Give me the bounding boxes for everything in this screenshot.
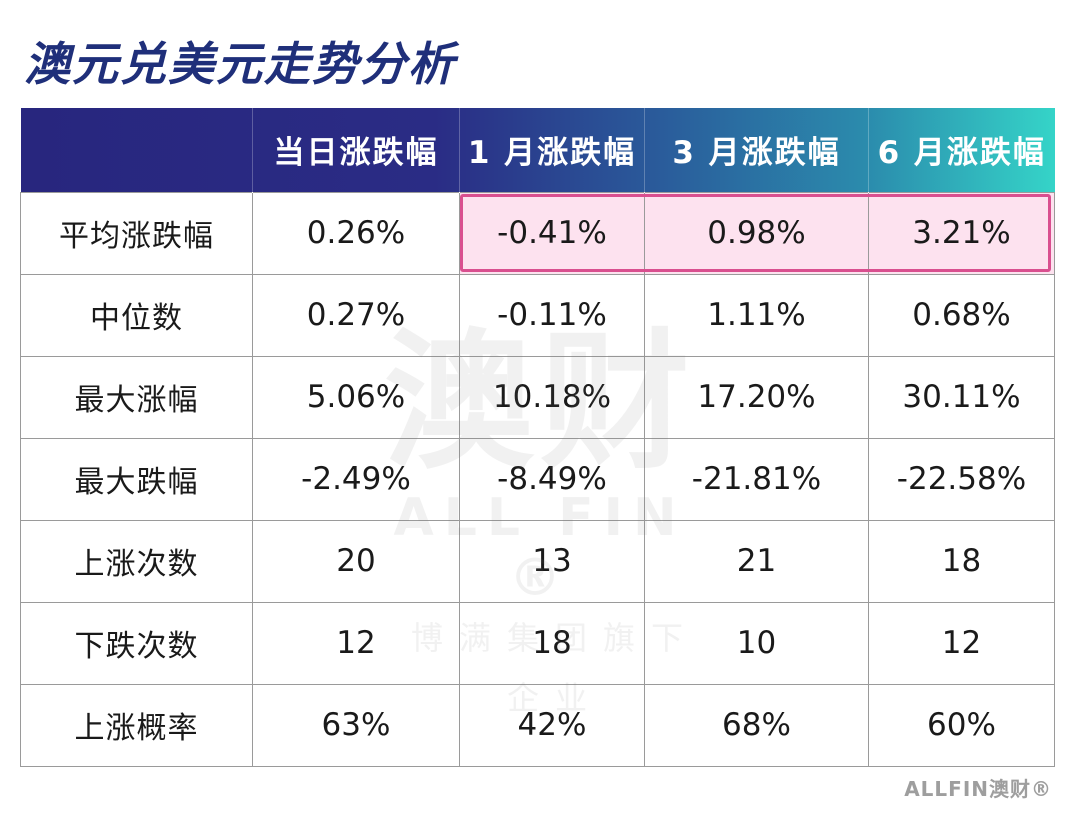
table-row: 上涨次数 20 13 21 18 xyxy=(20,519,1055,603)
table-cell-highlighted: 3.21% xyxy=(868,191,1055,275)
row-label: 中位数 xyxy=(20,273,253,357)
brand-logo: ALLFIN澳财® xyxy=(904,777,1052,801)
header-daily-change: 当日涨跌幅 xyxy=(252,108,460,192)
table-cell: 0.26% xyxy=(252,191,460,275)
table-cell: 0.27% xyxy=(252,273,460,357)
table-cell: 0.68% xyxy=(868,273,1055,357)
table-row: 上涨概率 63% 42% 68% 60% xyxy=(20,683,1055,767)
row-label: 最大跌幅 xyxy=(20,437,253,521)
row-label: 上涨次数 xyxy=(20,519,253,603)
header-1m-change: 1 月涨跌幅 xyxy=(459,108,645,192)
header-6m-change: 6 月涨跌幅 xyxy=(868,108,1055,192)
table-cell: 30.11% xyxy=(868,355,1055,439)
table-cell: 12 xyxy=(868,601,1055,685)
table-cell: 60% xyxy=(868,683,1055,767)
table-cell-highlighted: 0.98% xyxy=(644,191,869,275)
table-row: 最大跌幅 -2.49% -8.49% -21.81% -22.58% xyxy=(20,437,1055,521)
row-label: 最大涨幅 xyxy=(20,355,253,439)
row-label: 上涨概率 xyxy=(20,683,253,767)
table-cell: 12 xyxy=(252,601,460,685)
table-row: 下跌次数 12 18 10 12 xyxy=(20,601,1055,685)
table-cell: 68% xyxy=(644,683,869,767)
table-row: 最大涨幅 5.06% 10.18% 17.20% 30.11% xyxy=(20,355,1055,439)
table-cell: 1.11% xyxy=(644,273,869,357)
table-cell: -22.58% xyxy=(868,437,1055,521)
table-cell: 17.20% xyxy=(644,355,869,439)
row-label: 下跌次数 xyxy=(20,601,253,685)
table-cell: -8.49% xyxy=(459,437,645,521)
table-cell: 10 xyxy=(644,601,869,685)
table-cell: -2.49% xyxy=(252,437,460,521)
table-cell: 18 xyxy=(868,519,1055,603)
header-3m-change: 3 月涨跌幅 xyxy=(644,108,869,192)
table-cell: 20 xyxy=(252,519,460,603)
table-cell: 10.18% xyxy=(459,355,645,439)
table-cell: -0.11% xyxy=(459,273,645,357)
table-cell: 42% xyxy=(459,683,645,767)
table-cell: 21 xyxy=(644,519,869,603)
aud-usd-stats-table: 当日涨跌幅 1 月涨跌幅 3 月涨跌幅 6 月涨跌幅 平均涨跌幅 0.26% -… xyxy=(20,108,1055,767)
table-cell: 5.06% xyxy=(252,355,460,439)
table-cell: -21.81% xyxy=(644,437,869,521)
header-corner xyxy=(21,108,253,192)
table-row: 平均涨跌幅 0.26% -0.41% 0.98% 3.21% xyxy=(20,191,1055,275)
table-cell: 18 xyxy=(459,601,645,685)
table-header-row: 当日涨跌幅 1 月涨跌幅 3 月涨跌幅 6 月涨跌幅 xyxy=(20,108,1055,192)
table-cell: 13 xyxy=(459,519,645,603)
table-row: 中位数 0.27% -0.11% 1.11% 0.68% xyxy=(20,273,1055,357)
data-table-container: 当日涨跌幅 1 月涨跌幅 3 月涨跌幅 6 月涨跌幅 平均涨跌幅 0.26% -… xyxy=(20,108,1055,767)
page-title: 澳元兑美元走势分析 xyxy=(24,37,456,91)
table-cell: 63% xyxy=(252,683,460,767)
table-cell-highlighted: -0.41% xyxy=(459,191,645,275)
row-label: 平均涨跌幅 xyxy=(20,191,253,275)
